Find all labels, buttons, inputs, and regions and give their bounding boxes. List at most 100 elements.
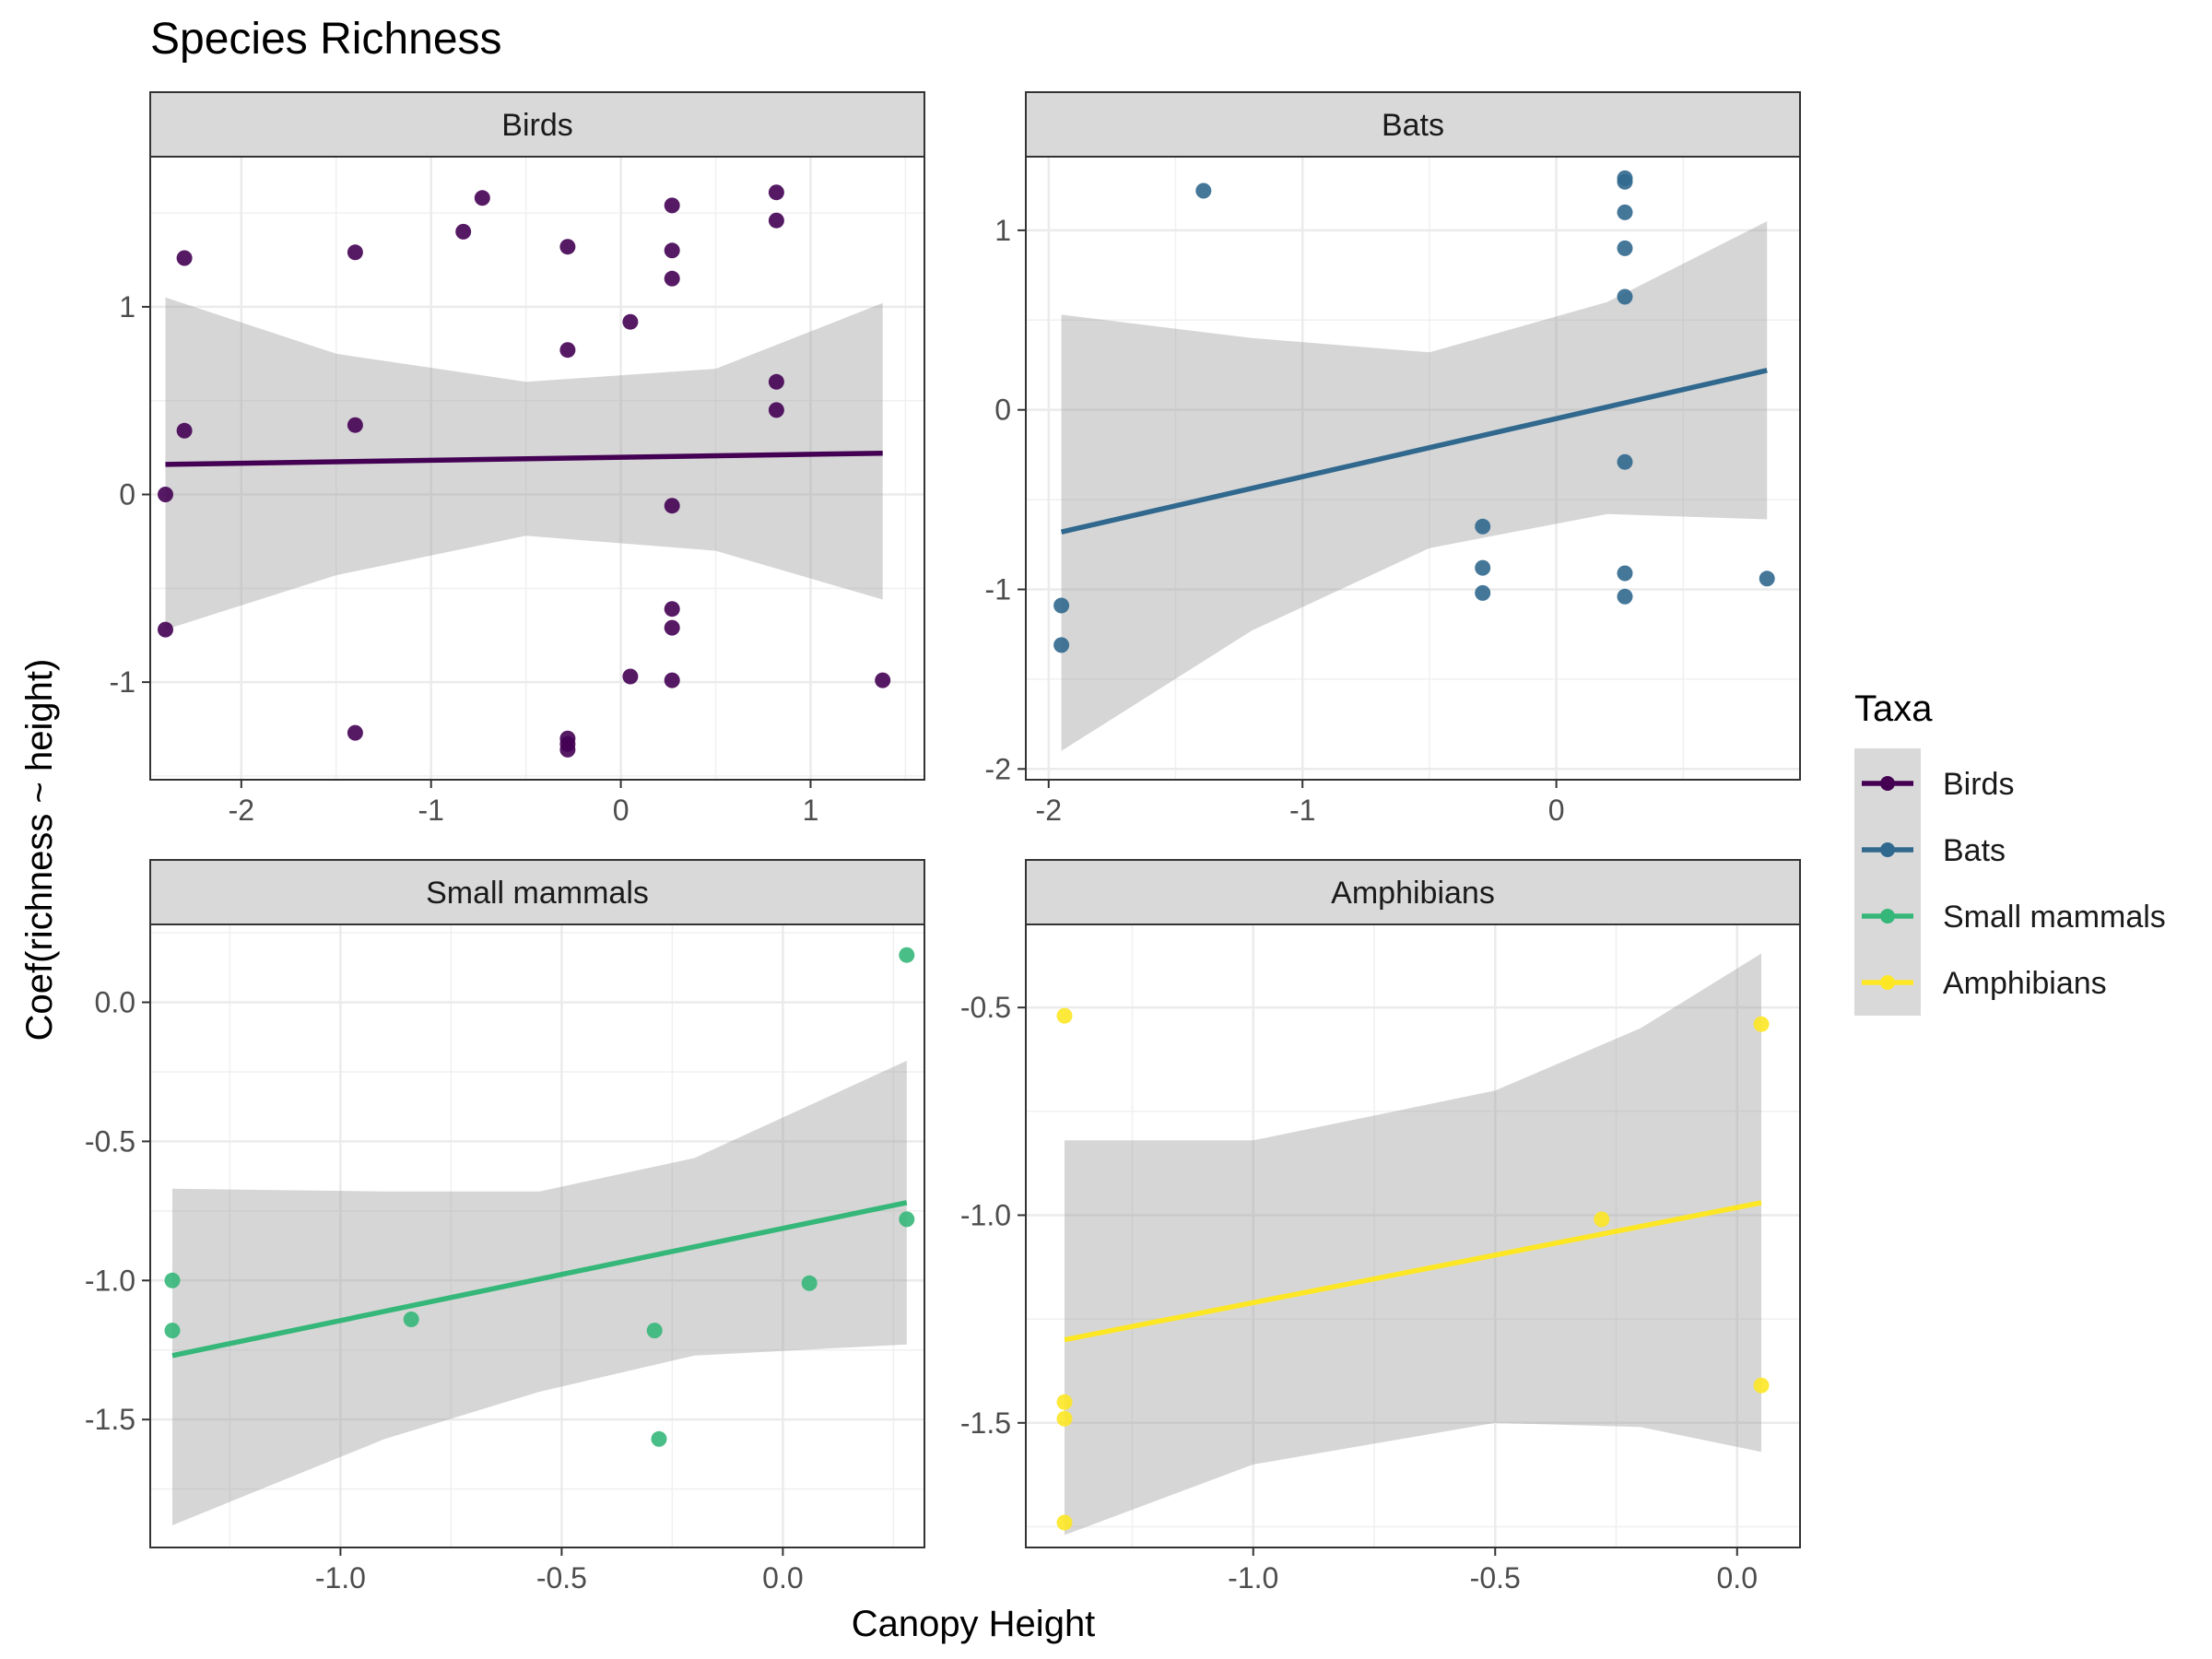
regression-line <box>171 1200 908 1359</box>
data-point <box>875 672 891 688</box>
legend-key-background <box>1854 748 1921 1016</box>
regression-line <box>165 450 883 467</box>
data-point <box>403 1312 419 1327</box>
legend-key-point <box>1880 975 1895 990</box>
data-point <box>1056 1007 1073 1024</box>
data-point <box>664 270 680 287</box>
y-tick-label: 1 <box>119 290 135 324</box>
data-point <box>1053 597 1070 614</box>
strip-amphibians <box>1025 859 1801 925</box>
data-point <box>1617 565 1633 582</box>
x-tick-label: -1 <box>418 794 443 827</box>
data-point <box>1617 453 1633 470</box>
data-point <box>176 250 193 266</box>
data-point <box>1195 182 1212 199</box>
y-tick-label: -0.5 <box>960 991 1011 1024</box>
data-point <box>559 342 576 359</box>
confidence-band <box>1065 953 1761 1535</box>
data-point <box>164 1323 181 1339</box>
x-tick-label: -1.0 <box>315 1561 366 1594</box>
plot-area-bats <box>1026 157 1800 780</box>
legend-label: Bats <box>1943 833 2006 868</box>
legend-label: Amphibians <box>1943 966 2107 1001</box>
data-point <box>1056 1410 1073 1427</box>
y-tick-label: -1.0 <box>85 1264 135 1297</box>
data-point <box>1475 559 1491 576</box>
strip-small-mammals <box>149 859 925 925</box>
data-point <box>559 741 576 758</box>
data-point <box>347 244 363 261</box>
data-point <box>1617 173 1633 190</box>
data-point <box>664 672 680 688</box>
panel-border <box>1025 924 1801 1548</box>
data-point <box>1594 1211 1610 1228</box>
data-point <box>1053 637 1070 653</box>
regression-line <box>1064 1200 1762 1343</box>
x-tick-label: -2 <box>229 794 254 827</box>
data-point <box>1056 1514 1073 1531</box>
y-tick-label: 0.0 <box>95 986 135 1019</box>
y-axis-title: Coef(richness ~ height) <box>19 659 60 1041</box>
data-point <box>768 212 784 229</box>
data-point <box>164 1272 181 1288</box>
y-tick-label: 0 <box>994 394 1011 427</box>
strip-label-bats: Bats <box>1382 108 1444 143</box>
plot-area-small-mammals <box>150 924 924 1547</box>
data-point <box>664 619 680 636</box>
data-point <box>664 498 680 514</box>
data-point <box>158 621 173 638</box>
panel-border <box>149 156 925 781</box>
x-axis-title: Canopy Height <box>852 1604 1096 1644</box>
data-point <box>768 402 784 418</box>
x-tick-label: 0 <box>613 794 629 827</box>
legend-key-point <box>1880 842 1895 857</box>
data-point <box>651 1430 667 1447</box>
data-point <box>1753 1016 1770 1032</box>
y-tick-label: -0.5 <box>85 1124 135 1158</box>
data-point <box>474 190 490 206</box>
y-tick-label: 1 <box>994 214 1011 247</box>
confidence-band <box>1061 221 1768 751</box>
panel-border <box>149 924 925 1548</box>
legend-item-bats: Bats <box>1862 833 2006 868</box>
x-tick-label: 1 <box>803 794 819 827</box>
x-tick-label: -0.5 <box>536 1561 587 1594</box>
data-point <box>1617 204 1633 220</box>
strip-label-amphibians: Amphibians <box>1331 876 1495 911</box>
legend-item-small-mammals: Small mammals <box>1862 900 2166 935</box>
panel-border <box>1025 156 1801 781</box>
x-tick-label: -0.5 <box>1470 1561 1521 1594</box>
data-point <box>664 601 680 618</box>
strip-label-birds: Birds <box>501 108 572 143</box>
data-point <box>176 422 193 439</box>
confidence-band <box>165 297 883 630</box>
data-point <box>1475 518 1491 535</box>
panel-bats: Bats -2 -1 0 -2 -1 0 1 <box>985 91 1801 827</box>
data-point <box>899 1211 915 1228</box>
plot-area-amphibians <box>1026 924 1800 1547</box>
data-point <box>1475 584 1491 601</box>
y-tick-label: -1.0 <box>960 1198 1011 1231</box>
y-tick-label: -1.5 <box>960 1406 1011 1440</box>
x-tick-label: -1.0 <box>1228 1561 1278 1594</box>
y-tick-label: 0 <box>119 478 135 512</box>
data-point <box>455 223 472 240</box>
data-point <box>768 184 784 201</box>
legend-items: Birds Bats Small mammals Amphibians <box>1862 767 2166 1001</box>
data-point <box>347 724 363 741</box>
data-point <box>622 668 639 685</box>
data-point <box>664 242 680 259</box>
data-point <box>1617 588 1633 605</box>
data-point <box>1617 240 1633 256</box>
y-tick-label: -1.5 <box>85 1403 135 1436</box>
legend-title: Taxa <box>1854 688 1933 729</box>
x-tick-label: -1 <box>1289 794 1315 827</box>
x-tick-label: 0.0 <box>762 1561 803 1594</box>
panel-small-mammals: Small mammals -1.0 -0.5 0.0 -1.5 -1.0 -0.5 0.0 <box>85 859 925 1594</box>
y-tick-label: -2 <box>985 752 1011 785</box>
x-tick-label: 0 <box>1548 794 1565 827</box>
legend-label: Small mammals <box>1943 900 2166 935</box>
confidence-band <box>172 1060 907 1525</box>
legend-item-birds: Birds <box>1862 767 2014 802</box>
